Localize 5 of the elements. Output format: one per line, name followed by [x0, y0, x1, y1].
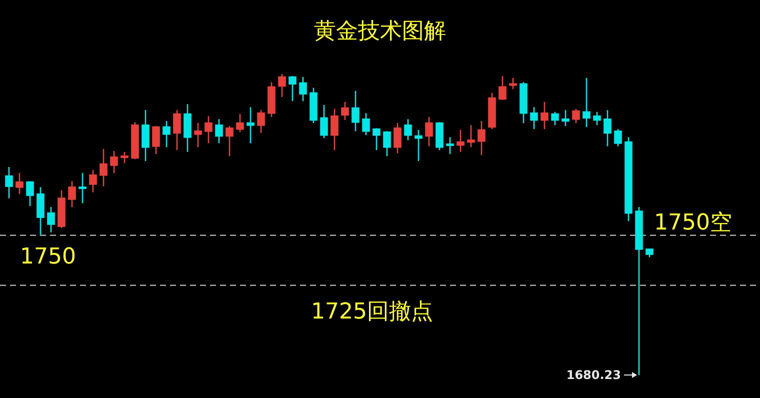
annotation: 1725回撤点 [311, 299, 433, 324]
annotation: 1750 [20, 244, 76, 270]
chart-title: 黄金技术图解 [314, 19, 446, 44]
annotation: 1750空 [654, 210, 732, 236]
annotation: 1680.23 [566, 368, 621, 382]
